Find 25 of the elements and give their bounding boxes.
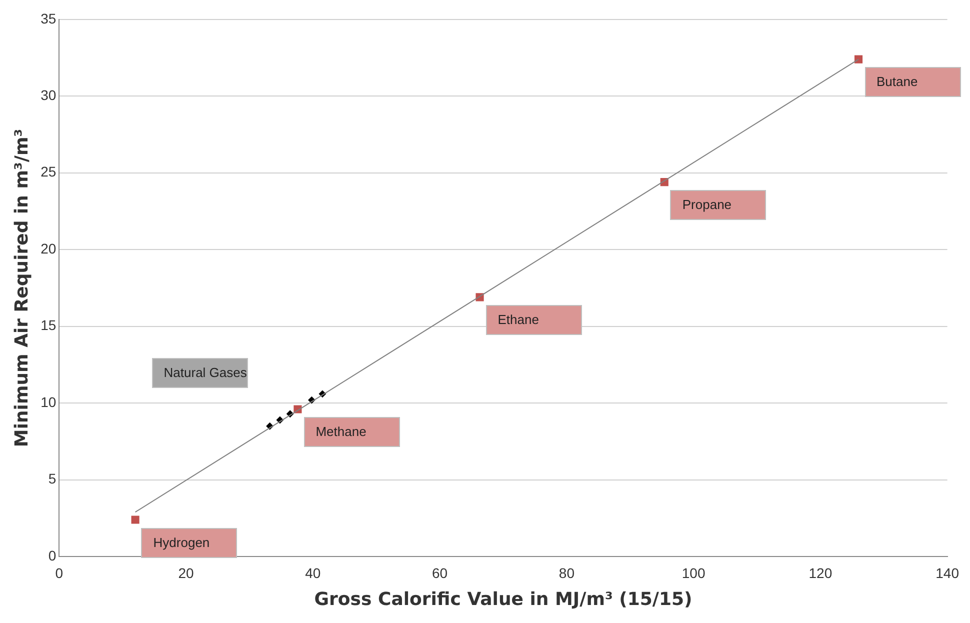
- point: [854, 55, 863, 64]
- x-tick-label: 80: [558, 564, 575, 581]
- x-tick-label: 100: [682, 564, 706, 581]
- x-tick-label: 40: [305, 564, 321, 581]
- annotation: Butane: [876, 74, 918, 90]
- x-axis-title: Gross Calorific Value in MJ/m³ (15/15): [314, 588, 692, 610]
- y-axis-title: Minimum Air Required in m³/m³: [11, 128, 32, 448]
- point: [131, 516, 140, 524]
- annotation: Ethane: [498, 312, 539, 328]
- x-tick-label: 120: [808, 564, 832, 581]
- annotation: Propane: [682, 197, 732, 214]
- y-tick-label: 15: [40, 317, 56, 334]
- x-tick-label: 60: [432, 564, 448, 581]
- y-tick-label: 10: [40, 394, 56, 410]
- annotation: Methane: [316, 424, 366, 440]
- y-tick-label: 25: [40, 164, 56, 180]
- x-tick-label: 20: [178, 564, 194, 581]
- y-tick-label: 5: [48, 470, 56, 487]
- y-tick-label: 20: [40, 240, 56, 256]
- annotation: Hydrogen: [153, 534, 210, 551]
- y-tick-label: 0: [48, 547, 56, 564]
- y-tick-label: 35: [40, 10, 56, 26]
- y-tick-label: 30: [40, 87, 56, 103]
- annotation: Natural Gases: [164, 364, 247, 381]
- x-tick-label: 140: [936, 564, 960, 581]
